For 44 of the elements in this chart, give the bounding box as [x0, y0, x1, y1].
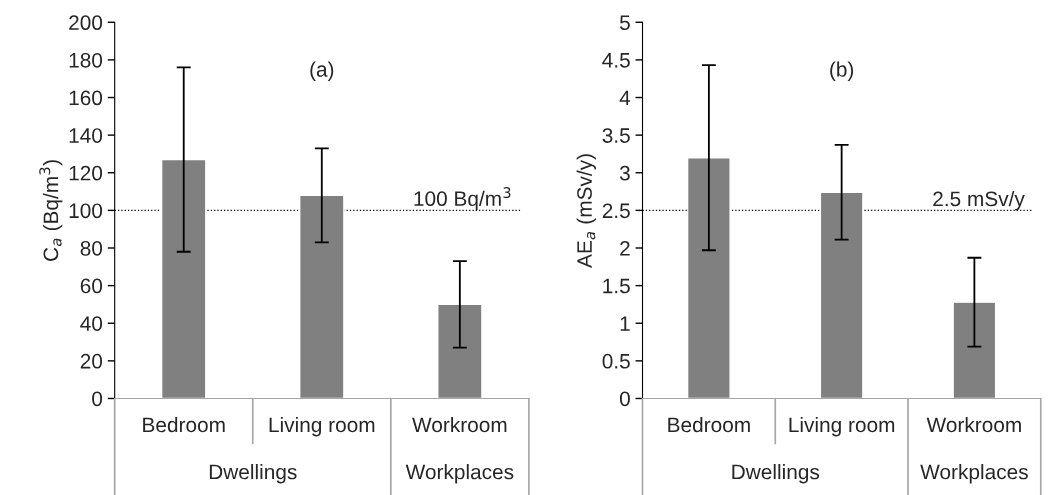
x-tick-label: Workroom [412, 416, 507, 433]
text: (a) [310, 61, 334, 81]
y-axis-title: C$_{a}$ (Bq/m$^{3}$) [39, 160, 63, 261]
y-tick-label: 4 [619, 90, 631, 106]
y-tick-label: 200 [69, 15, 103, 31]
ref-line-label: 100 Bq/m$^{3}$ [414, 187, 511, 211]
y-tick-label: 2.5 [602, 203, 630, 219]
text: Workplaces [920, 464, 1028, 484]
y-tick-label: 20 [80, 353, 103, 369]
y-tick-label: 100 [69, 203, 103, 219]
y-tick-label: 2 [620, 241, 630, 256]
text: Workplaces [405, 464, 514, 484]
bar [299, 194, 345, 399]
y-tick-label: 60 [80, 278, 103, 294]
y-tick-label: 120 [69, 165, 103, 181]
x-tick-label: Living room [789, 416, 895, 437]
y-tick-label: 4.5 [602, 53, 630, 68]
x-tick-label: Bedroom [668, 416, 750, 433]
bar [952, 301, 997, 399]
bar [819, 191, 864, 399]
y-tick-label: 0.5 [602, 353, 630, 369]
y-tick-label: 0 [619, 391, 630, 407]
y-tick-label: 3 [619, 165, 630, 181]
bar [160, 158, 207, 399]
y-tick-label: 3.5 [602, 128, 630, 143]
y-tick-label: 160 [69, 90, 103, 106]
text: Dwellings [209, 464, 297, 484]
y-axis-title: AE$_{a}$ (mSv/y) [576, 154, 597, 268]
bar [686, 157, 731, 399]
x-tick-label: Workroom [926, 416, 1021, 433]
y-tick-label: 1 [620, 316, 630, 331]
text: Dwellings [732, 464, 820, 484]
x-tick-label: Living room [269, 416, 375, 437]
y-tick-label: 40 [80, 316, 103, 331]
y-tick-label: 140 [69, 128, 103, 143]
y-tick-label: 1.5 [603, 278, 630, 294]
bar [437, 303, 483, 399]
text: (b) [830, 61, 854, 81]
x-tick-label: Bedroom [143, 416, 225, 433]
y-tick-label: 0 [92, 391, 103, 407]
ref-line-label: 2.5 mSv/y [933, 190, 1025, 211]
y-tick-label: 180 [69, 52, 103, 68]
y-tick-label: 5 [619, 15, 630, 31]
y-tick-label: 80 [80, 241, 103, 256]
